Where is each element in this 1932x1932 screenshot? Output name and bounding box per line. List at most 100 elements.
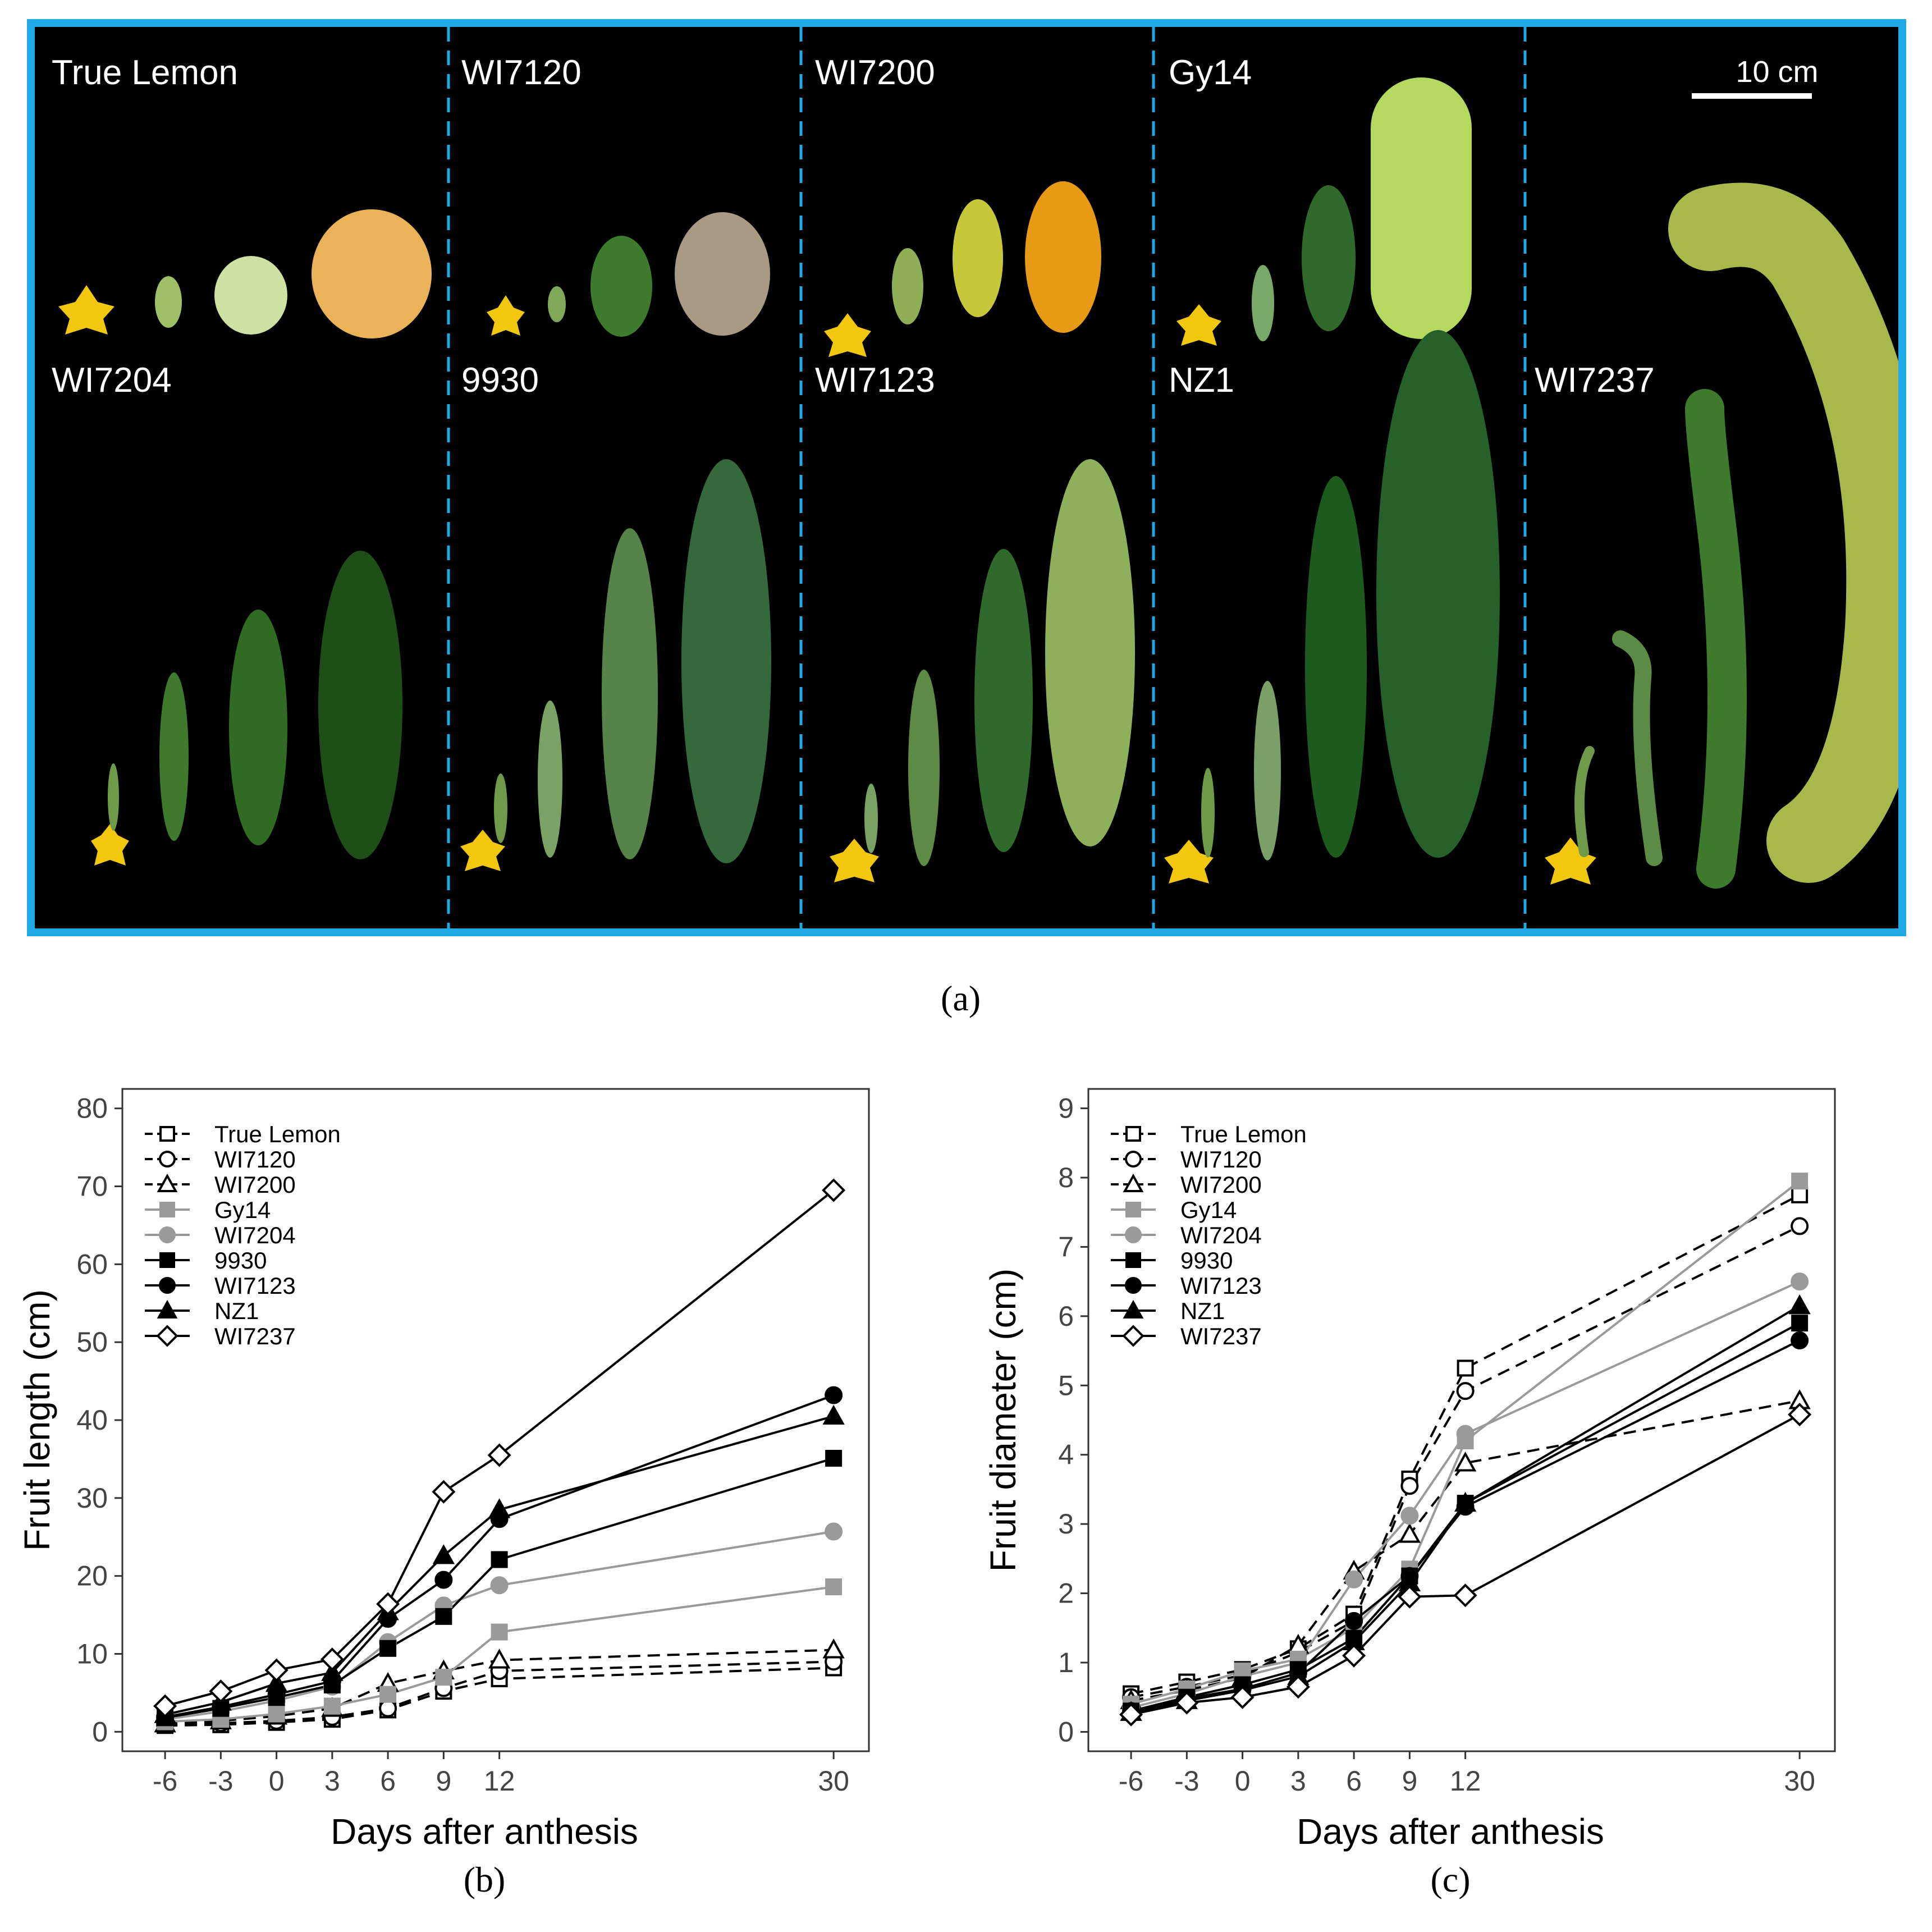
chart-c-x-tick-label: -3 bbox=[1174, 1765, 1199, 1797]
chart-c-y-tick-label: 4 bbox=[1058, 1439, 1074, 1471]
chart-b-legend-marker bbox=[157, 1299, 178, 1318]
chart-b-legend-label: WI7123 bbox=[214, 1272, 296, 1299]
chart-c-x-tick-label: 9 bbox=[1402, 1765, 1417, 1797]
chart-c-y-tick-label: 1 bbox=[1058, 1647, 1074, 1678]
fruit bbox=[590, 236, 652, 337]
chart-c-x-tick-label: -6 bbox=[1119, 1765, 1143, 1797]
chart-b-series-markers-8 bbox=[153, 1178, 846, 1718]
chart-b-x-tick-label: 12 bbox=[484, 1765, 515, 1797]
chart-b-y-tick-label: 50 bbox=[76, 1326, 108, 1358]
fruit bbox=[312, 209, 432, 338]
chart-c-series-line bbox=[1130, 1304, 1801, 1714]
chart-c-data-point bbox=[1788, 1294, 1811, 1315]
chart-b-x-tick-label: -6 bbox=[153, 1765, 177, 1797]
chart-c-data-point bbox=[1453, 1583, 1477, 1608]
chart-c-legend-label: WI7204 bbox=[1180, 1222, 1262, 1248]
chart-c-data-point bbox=[1791, 1315, 1809, 1332]
chart-b-series-line bbox=[164, 1394, 834, 1718]
fruit bbox=[953, 199, 1003, 317]
caption-a: (a) bbox=[941, 978, 981, 1018]
variety-label-9930: 9930 bbox=[461, 361, 539, 400]
chart-b-legend-label: WI7237 bbox=[214, 1323, 296, 1349]
chart-c-series-0 bbox=[1130, 1194, 1801, 1695]
chart-b-legend-label: True Lemon bbox=[214, 1121, 341, 1147]
variety-label-wi7123: WI7123 bbox=[815, 361, 935, 400]
chart-c-legend-marker bbox=[1123, 1299, 1144, 1318]
chart-c-data-point bbox=[1791, 1173, 1809, 1190]
chart-c-data-point bbox=[1400, 1507, 1419, 1525]
chart-c-data-point bbox=[1342, 1643, 1366, 1668]
chart-b-data-point bbox=[825, 1578, 843, 1596]
chart-b-data-point bbox=[323, 1697, 341, 1715]
variety-label-wi7237: WI7237 bbox=[1535, 361, 1655, 400]
fruit bbox=[1252, 265, 1274, 341]
chart-c-data-point bbox=[1398, 1523, 1421, 1543]
chart-b-data-point bbox=[825, 1386, 843, 1404]
chart-c-data-point bbox=[1454, 1491, 1477, 1512]
chart-b-series-0 bbox=[165, 1667, 834, 1727]
photo-panel: True Lemon WI7204 WI7120 9930 WI7200 WI7… bbox=[27, 19, 1906, 936]
chart-b-caption: (b) bbox=[464, 1860, 506, 1899]
flower-icon bbox=[91, 824, 129, 866]
chart-c-data-point bbox=[1230, 1685, 1255, 1709]
variety-label-nz1: NZ1 bbox=[1169, 361, 1234, 400]
chart-c-series-line bbox=[1130, 1194, 1801, 1695]
fruit bbox=[864, 784, 878, 853]
chart-b-x-tick-label: 0 bbox=[269, 1765, 285, 1797]
chart-b-legend-marker bbox=[159, 1202, 175, 1217]
chart-c-plot-area bbox=[1087, 1088, 1836, 1752]
chart-c-data-point bbox=[1457, 1359, 1474, 1377]
chart-c-data-point bbox=[1791, 1272, 1809, 1291]
chart-b-legend-marker bbox=[159, 1151, 176, 1168]
chart-c-series-3 bbox=[1130, 1180, 1801, 1705]
chart-b-data-point bbox=[379, 1686, 397, 1703]
chart-c-y-tick-label: 5 bbox=[1058, 1370, 1074, 1401]
chart-b-legend-marker bbox=[159, 1226, 176, 1243]
chart-c-series-2 bbox=[1130, 1399, 1800, 1702]
chart-c-series-line bbox=[1130, 1399, 1800, 1702]
chart-b-y-tick-label: 80 bbox=[76, 1093, 108, 1124]
chart-c-y-tick-label: 6 bbox=[1058, 1301, 1074, 1332]
variety-label-gy14: Gy14 bbox=[1169, 53, 1252, 92]
scale-bar bbox=[1692, 93, 1812, 99]
chart-b-data-point bbox=[379, 1699, 397, 1718]
chart-c-y-tick-label: 8 bbox=[1058, 1162, 1074, 1193]
chart-c-data-point bbox=[1398, 1585, 1422, 1609]
chart-b-y-tick-label: 60 bbox=[76, 1248, 108, 1280]
chart-b-data-point bbox=[265, 1672, 288, 1692]
chart-b-y-tick-label: 70 bbox=[76, 1171, 108, 1202]
chart-c-legend-label: NZ1 bbox=[1180, 1298, 1225, 1324]
flower-icon bbox=[1164, 840, 1214, 883]
fruit bbox=[1254, 681, 1281, 860]
chart-b-series-2 bbox=[164, 1649, 834, 1725]
chart-c-series-7 bbox=[1130, 1304, 1801, 1714]
chart-b-data-point bbox=[376, 1592, 400, 1616]
fruit bbox=[1612, 630, 1663, 866]
chart-c-series-line bbox=[1130, 1280, 1800, 1709]
chart-c-data-point bbox=[1791, 1217, 1809, 1235]
scale-bar-label: 10 cm bbox=[1736, 55, 1818, 89]
fruit bbox=[229, 610, 287, 845]
chart-b-y-tick-label: 10 bbox=[76, 1638, 108, 1669]
chart-c-data-point bbox=[1456, 1382, 1475, 1400]
chart-b-data-point bbox=[321, 1661, 344, 1681]
fruit bbox=[1574, 746, 1595, 857]
chart-b-x-axis-label: Days after anthesis bbox=[331, 1811, 638, 1852]
chart-c-data-point bbox=[1454, 1452, 1477, 1472]
chart-c-data-point bbox=[1345, 1570, 1363, 1588]
chart-b-x-tick-label: 6 bbox=[380, 1765, 396, 1797]
chart-c-legend-marker bbox=[1125, 1151, 1142, 1168]
fruit-series-wi7123 bbox=[830, 459, 1135, 882]
chart-b-legend-marker bbox=[157, 1173, 178, 1192]
chart-b-data-point bbox=[491, 1551, 508, 1568]
fruit bbox=[681, 459, 771, 863]
fruit-series-wi7204 bbox=[91, 551, 402, 866]
chart-c-legend-marker bbox=[1125, 1126, 1141, 1142]
fruit bbox=[1376, 330, 1500, 858]
chart-b-series-line bbox=[165, 1586, 834, 1723]
fruit bbox=[1668, 182, 1898, 883]
fruit-series-true-lemon bbox=[58, 209, 432, 338]
chart-b-x-tick-label: -3 bbox=[208, 1765, 233, 1797]
chart-c-legend-label: WI7200 bbox=[1180, 1171, 1262, 1198]
